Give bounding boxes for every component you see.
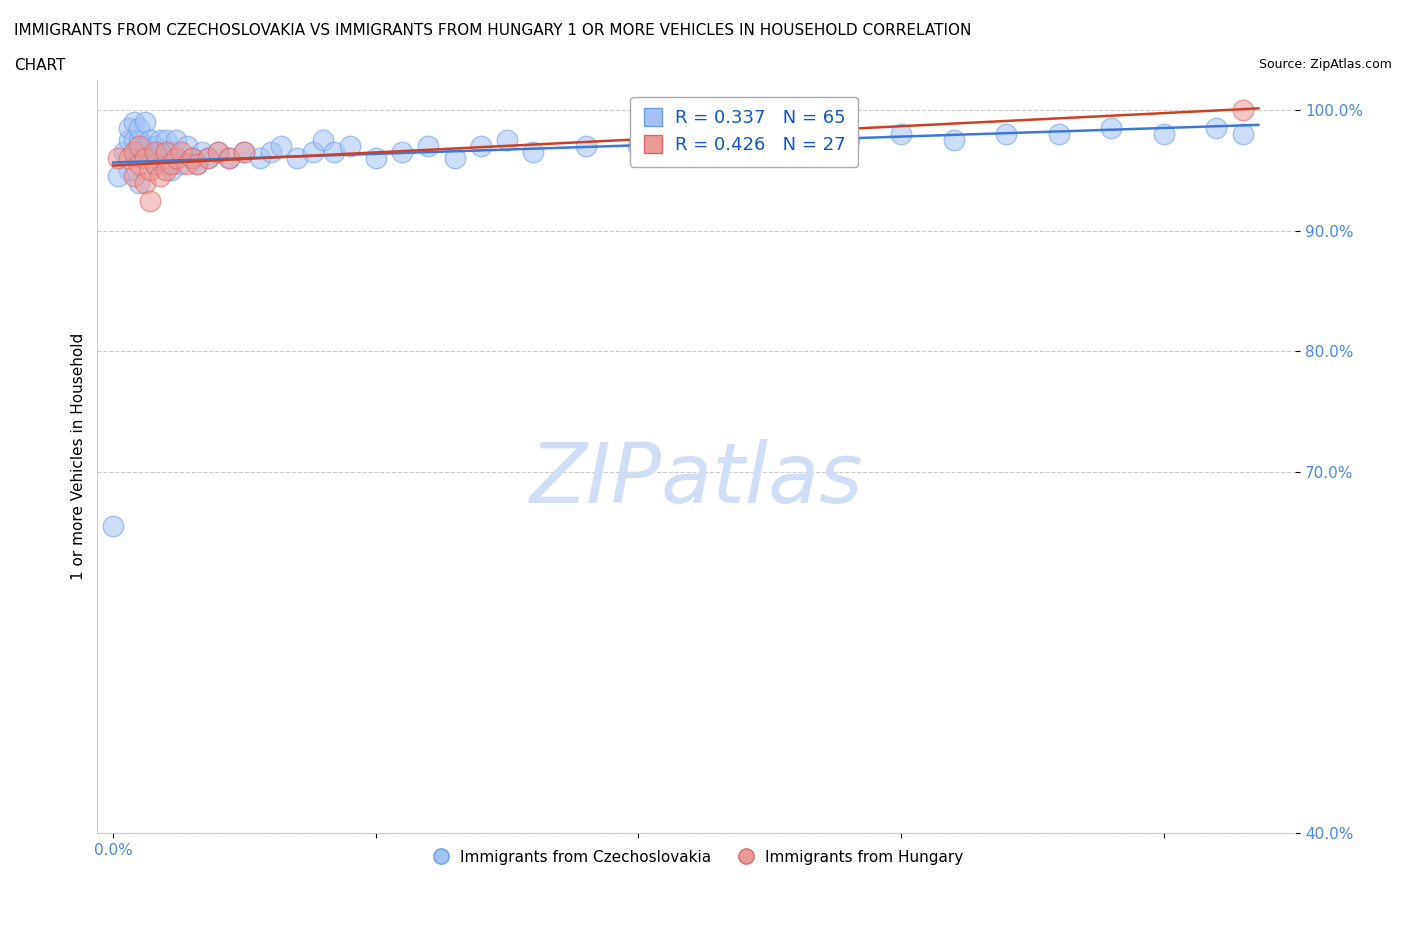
Point	[180, 151, 202, 166]
Text: CHART: CHART	[14, 58, 66, 73]
Point	[160, 145, 183, 160]
Point	[1205, 121, 1227, 136]
Point	[160, 163, 183, 178]
Point	[128, 121, 150, 136]
Point	[322, 145, 344, 160]
Point	[139, 163, 162, 178]
Point	[149, 133, 172, 148]
Point	[942, 133, 965, 148]
Point	[143, 139, 166, 153]
Point	[186, 157, 208, 172]
Point	[107, 169, 129, 184]
Point	[890, 126, 912, 141]
Legend: Immigrants from Czechoslovakia, Immigrants from Hungary: Immigrants from Czechoslovakia, Immigran…	[423, 844, 969, 870]
Point	[122, 133, 145, 148]
Point	[107, 151, 129, 166]
Text: ZIPatlas: ZIPatlas	[530, 439, 863, 520]
Point	[218, 151, 240, 166]
Point	[118, 121, 141, 136]
Point	[180, 151, 202, 166]
Point	[191, 145, 214, 160]
Point	[139, 193, 162, 208]
Point	[995, 126, 1018, 141]
Point	[143, 145, 166, 160]
Point	[118, 163, 141, 178]
Point	[496, 133, 519, 148]
Point	[134, 151, 156, 166]
Point	[134, 114, 156, 129]
Point	[139, 151, 162, 166]
Point	[128, 157, 150, 172]
Point	[128, 139, 150, 153]
Point	[575, 139, 598, 153]
Point	[165, 151, 187, 166]
Text: IMMIGRANTS FROM CZECHOSLOVAKIA VS IMMIGRANTS FROM HUNGARY 1 OR MORE VEHICLES IN : IMMIGRANTS FROM CZECHOSLOVAKIA VS IMMIGR…	[14, 23, 972, 38]
Point	[207, 145, 229, 160]
Point	[418, 139, 440, 153]
Point	[285, 151, 308, 166]
Point	[101, 519, 124, 534]
Point	[112, 145, 135, 160]
Point	[149, 145, 172, 160]
Point	[312, 133, 335, 148]
Text: Source: ZipAtlas.com: Source: ZipAtlas.com	[1258, 58, 1392, 71]
Point	[155, 145, 177, 160]
Y-axis label: 1 or more Vehicles in Household: 1 or more Vehicles in Household	[72, 333, 86, 580]
Point	[134, 175, 156, 190]
Point	[165, 151, 187, 166]
Point	[128, 145, 150, 160]
Point	[118, 151, 141, 166]
Point	[1153, 126, 1175, 141]
Point	[470, 139, 492, 153]
Point	[149, 169, 172, 184]
Point	[139, 133, 162, 148]
Point	[155, 157, 177, 172]
Point	[160, 157, 183, 172]
Point	[733, 133, 755, 148]
Point	[249, 151, 271, 166]
Point	[301, 145, 323, 160]
Point	[170, 157, 193, 172]
Point	[838, 133, 860, 148]
Point	[443, 151, 465, 166]
Point	[186, 157, 208, 172]
Point	[170, 145, 193, 160]
Point	[134, 139, 156, 153]
Point	[128, 133, 150, 148]
Point	[1047, 126, 1070, 141]
Point	[233, 145, 256, 160]
Point	[785, 133, 807, 148]
Point	[522, 145, 544, 160]
Point	[270, 139, 292, 153]
Point	[122, 169, 145, 184]
Point	[218, 151, 240, 166]
Point	[165, 133, 187, 148]
Point	[143, 157, 166, 172]
Point	[128, 175, 150, 190]
Point	[627, 139, 650, 153]
Point	[143, 157, 166, 172]
Point	[339, 139, 361, 153]
Point	[260, 145, 283, 160]
Point	[1232, 103, 1254, 118]
Point	[176, 157, 198, 172]
Point	[122, 114, 145, 129]
Point	[364, 151, 387, 166]
Point	[197, 151, 219, 166]
Point	[1099, 121, 1122, 136]
Point	[122, 145, 145, 160]
Point	[207, 145, 229, 160]
Point	[679, 133, 702, 148]
Point	[176, 139, 198, 153]
Point	[118, 133, 141, 148]
Point	[155, 163, 177, 178]
Point	[155, 133, 177, 148]
Point	[233, 145, 256, 160]
Point	[391, 145, 413, 160]
Point	[155, 145, 177, 160]
Point	[197, 151, 219, 166]
Point	[1232, 126, 1254, 141]
